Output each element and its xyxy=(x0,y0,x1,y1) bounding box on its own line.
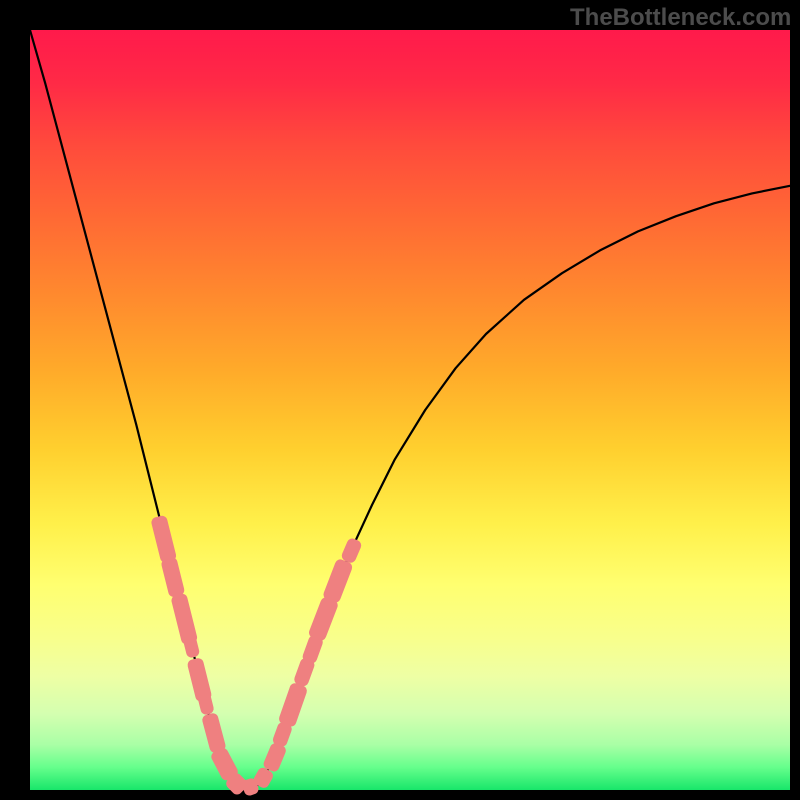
gradient-plot-area xyxy=(30,30,790,790)
chart-root: TheBottleneck.com xyxy=(0,0,800,800)
watermark-text: TheBottleneck.com xyxy=(570,4,791,32)
